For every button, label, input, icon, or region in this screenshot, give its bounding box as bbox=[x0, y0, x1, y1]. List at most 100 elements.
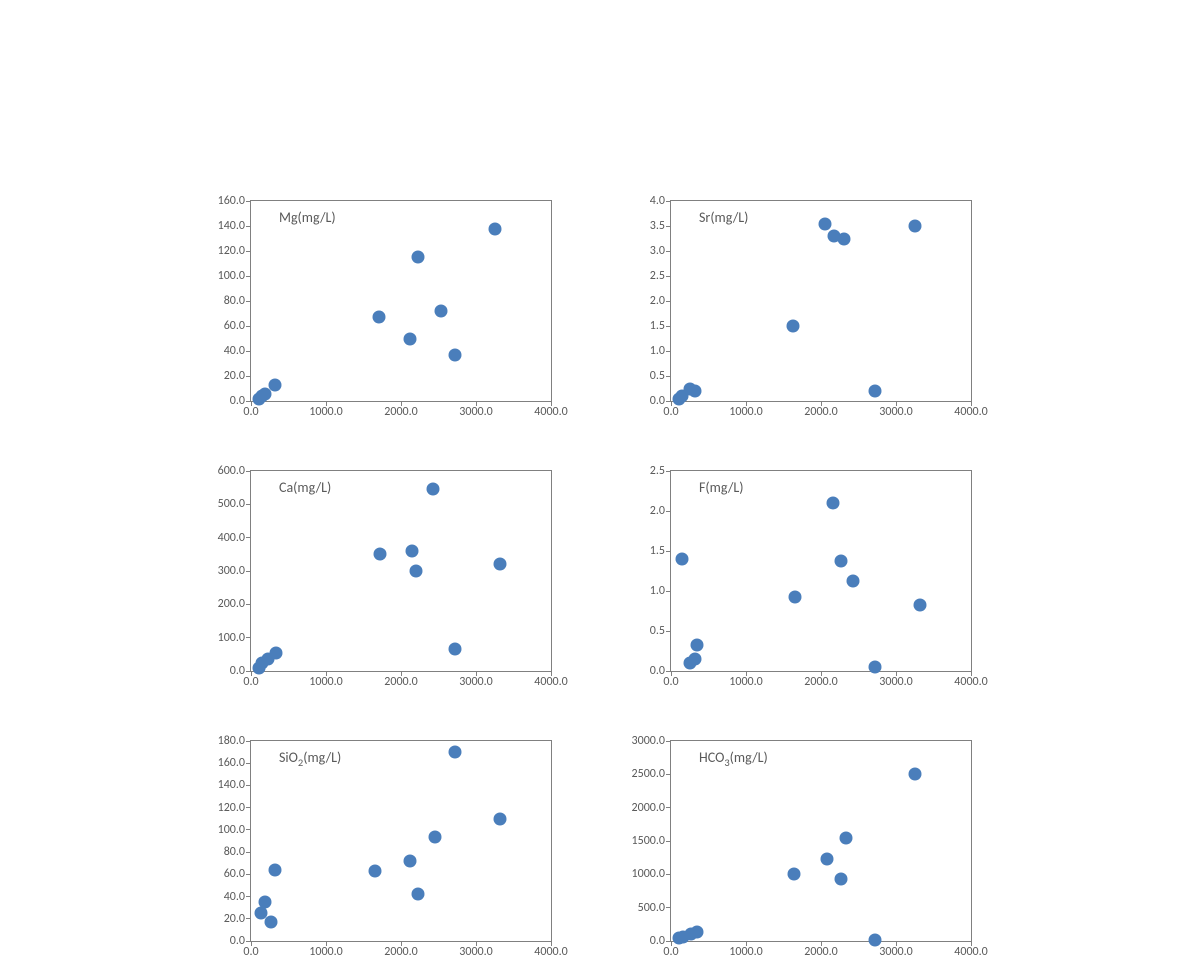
data-point bbox=[818, 217, 831, 230]
y-tick-mark bbox=[666, 631, 671, 632]
data-point bbox=[426, 483, 439, 496]
plot-area-sio2: SiO2(mg/L)0.020.040.060.080.0100.0120.01… bbox=[250, 740, 552, 942]
y-tick-mark bbox=[666, 326, 671, 327]
data-point bbox=[835, 555, 848, 568]
y-tick-mark bbox=[666, 251, 671, 252]
y-tick-mark bbox=[246, 251, 251, 252]
chart-panel-f: F(mg/L)0.00.51.01.52.02.50.01000.02000.0… bbox=[610, 460, 980, 700]
x-tick-mark bbox=[551, 401, 552, 406]
y-tick-mark bbox=[246, 276, 251, 277]
y-tick-mark bbox=[246, 471, 251, 472]
data-point bbox=[404, 855, 417, 868]
x-tick-mark bbox=[971, 671, 972, 676]
data-point bbox=[406, 545, 419, 558]
chart-grid: Mg(mg/L)0.020.040.060.080.0100.0120.0140… bbox=[190, 190, 980, 970]
plot-area-hco3: HCO3(mg/L)0.0500.01000.01500.02000.02500… bbox=[670, 740, 972, 942]
x-tick-mark bbox=[476, 401, 477, 406]
y-tick-mark bbox=[666, 741, 671, 742]
chart-panel-mg: Mg(mg/L)0.020.040.060.080.0100.0120.0140… bbox=[190, 190, 560, 430]
data-point bbox=[821, 853, 834, 866]
data-point bbox=[411, 888, 424, 901]
data-point bbox=[869, 661, 882, 674]
x-tick-mark bbox=[971, 941, 972, 946]
x-tick-mark bbox=[821, 401, 822, 406]
data-point bbox=[449, 348, 462, 361]
y-tick-mark bbox=[666, 874, 671, 875]
y-tick-mark bbox=[246, 896, 251, 897]
y-tick-mark bbox=[246, 807, 251, 808]
y-tick-mark bbox=[666, 511, 671, 512]
data-point bbox=[410, 565, 423, 578]
y-tick-mark bbox=[246, 852, 251, 853]
data-point bbox=[676, 553, 689, 566]
y-tick-mark bbox=[666, 226, 671, 227]
y-tick-mark bbox=[666, 376, 671, 377]
data-point bbox=[264, 916, 277, 929]
series-label-sr: Sr(mg/L) bbox=[699, 209, 748, 226]
x-tick-mark bbox=[401, 941, 402, 946]
chart-panel-hco3: HCO3(mg/L)0.0500.01000.01500.02000.02500… bbox=[610, 730, 980, 970]
x-tick-mark bbox=[746, 401, 747, 406]
data-point bbox=[494, 558, 507, 571]
y-tick-mark bbox=[666, 591, 671, 592]
plot-area-mg: Mg(mg/L)0.020.040.060.080.0100.0120.0140… bbox=[250, 200, 552, 402]
x-tick-mark bbox=[401, 401, 402, 406]
data-point bbox=[449, 643, 462, 656]
x-tick-mark bbox=[476, 941, 477, 946]
y-tick-mark bbox=[666, 351, 671, 352]
y-tick-mark bbox=[246, 226, 251, 227]
x-tick-mark bbox=[476, 671, 477, 676]
chart-panel-ca: Ca(mg/L)0.0100.0200.0300.0400.0500.0600.… bbox=[190, 460, 560, 700]
x-tick-mark bbox=[746, 941, 747, 946]
y-tick-mark bbox=[666, 774, 671, 775]
x-tick-mark bbox=[821, 941, 822, 946]
y-tick-mark bbox=[246, 918, 251, 919]
y-tick-mark bbox=[666, 551, 671, 552]
y-tick-mark bbox=[666, 841, 671, 842]
data-point bbox=[788, 868, 801, 881]
data-point bbox=[834, 873, 847, 886]
y-tick-mark bbox=[246, 537, 251, 538]
y-tick-mark bbox=[246, 741, 251, 742]
x-tick-mark bbox=[896, 941, 897, 946]
data-point bbox=[258, 896, 271, 909]
y-tick-mark bbox=[666, 807, 671, 808]
x-tick-mark bbox=[551, 671, 552, 676]
series-label-ca: Ca(mg/L) bbox=[279, 479, 331, 496]
series-label-mg: Mg(mg/L) bbox=[279, 209, 336, 226]
data-point bbox=[691, 639, 704, 652]
y-tick-mark bbox=[246, 301, 251, 302]
y-tick-mark bbox=[246, 874, 251, 875]
y-tick-mark bbox=[246, 504, 251, 505]
data-point bbox=[269, 646, 282, 659]
y-tick-mark bbox=[246, 604, 251, 605]
data-point bbox=[847, 574, 860, 587]
chart-panel-sr: Sr(mg/L)0.00.51.01.52.02.53.03.54.00.010… bbox=[610, 190, 980, 430]
x-tick-mark bbox=[671, 671, 672, 676]
x-tick-mark bbox=[251, 671, 252, 676]
data-point bbox=[428, 830, 441, 843]
data-point bbox=[908, 220, 921, 233]
data-point bbox=[914, 599, 927, 612]
x-tick-mark bbox=[551, 941, 552, 946]
data-point bbox=[368, 865, 381, 878]
data-point bbox=[786, 320, 799, 333]
plot-area-ca: Ca(mg/L)0.0100.0200.0300.0400.0500.0600.… bbox=[250, 470, 552, 672]
x-tick-mark bbox=[746, 671, 747, 676]
data-point bbox=[434, 305, 447, 318]
data-point bbox=[411, 251, 424, 264]
data-point bbox=[788, 591, 801, 604]
data-point bbox=[372, 311, 385, 324]
y-tick-mark bbox=[666, 907, 671, 908]
x-tick-mark bbox=[821, 671, 822, 676]
y-tick-mark bbox=[666, 471, 671, 472]
data-point bbox=[374, 548, 387, 561]
data-point bbox=[908, 767, 921, 780]
y-tick-mark bbox=[666, 301, 671, 302]
data-point bbox=[869, 385, 882, 398]
y-tick-mark bbox=[666, 276, 671, 277]
y-tick-mark bbox=[246, 571, 251, 572]
y-tick-mark bbox=[246, 637, 251, 638]
y-tick-mark bbox=[246, 326, 251, 327]
data-point bbox=[839, 832, 852, 845]
